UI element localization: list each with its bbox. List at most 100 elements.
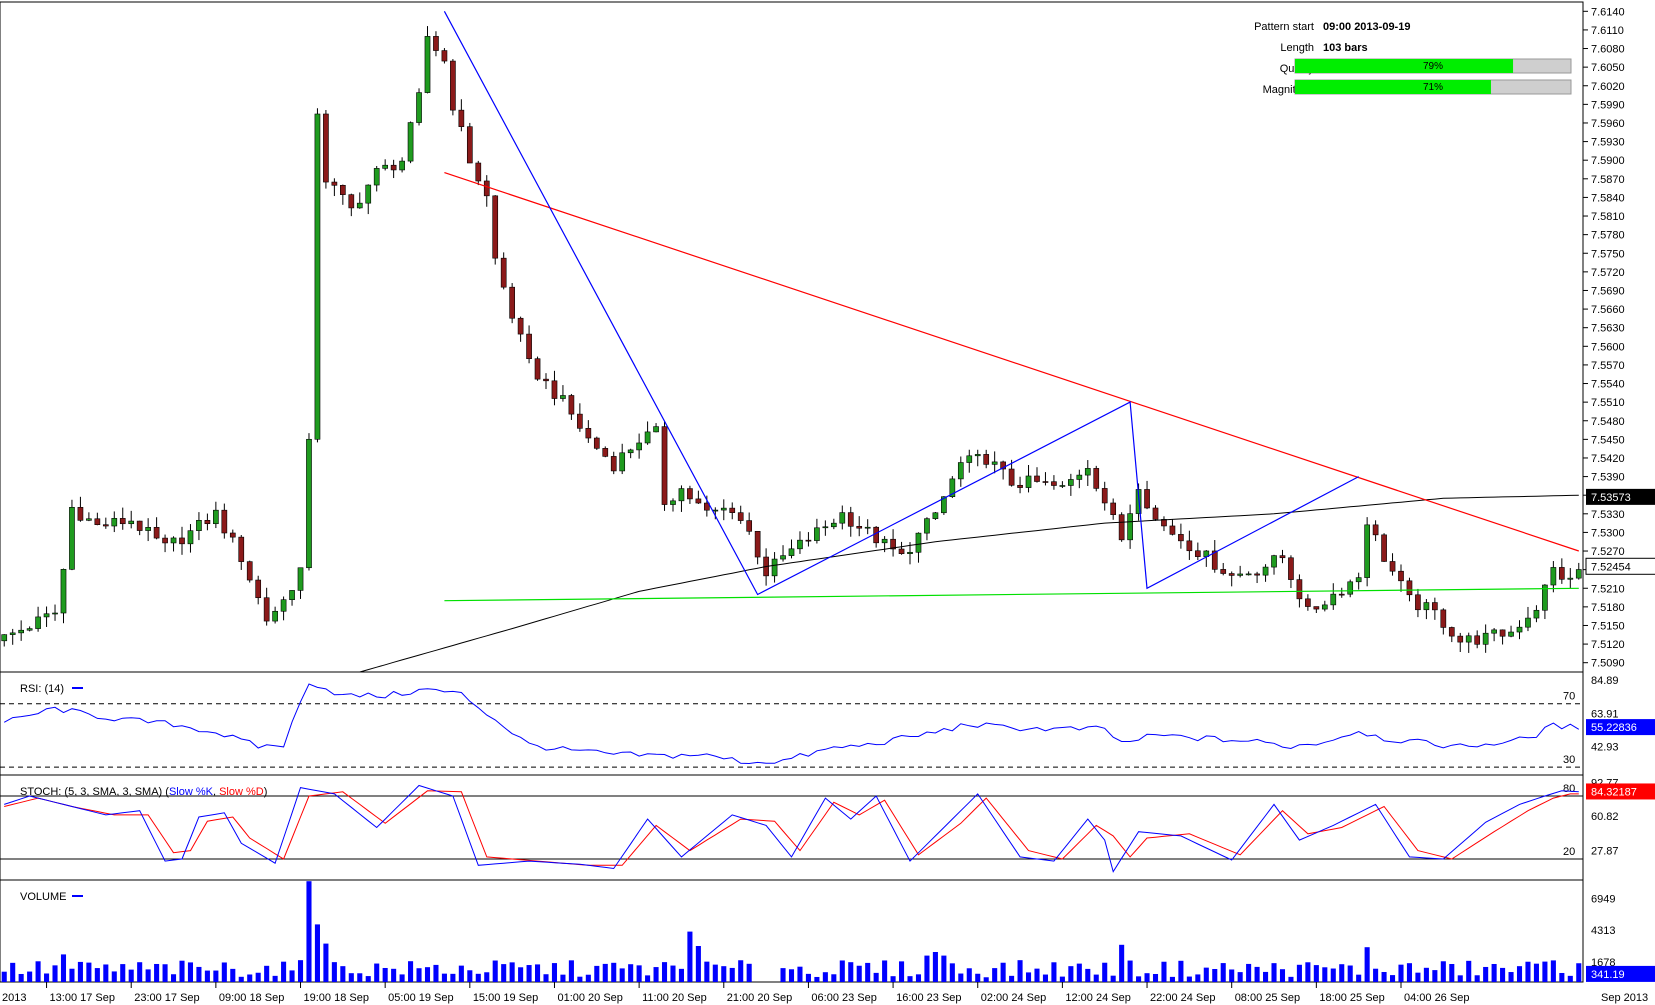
- volume-bar: [1559, 972, 1565, 982]
- volume-bar: [1440, 961, 1446, 982]
- volume-bar: [729, 967, 735, 982]
- price-candle: [788, 548, 795, 556]
- volume-bar: [103, 964, 109, 982]
- price-candle: [69, 507, 75, 570]
- price-candle: [1330, 593, 1337, 606]
- volume-bar: [399, 974, 405, 982]
- price-candle: [246, 561, 253, 581]
- volume-bar: [1305, 962, 1311, 982]
- volume-bar: [636, 965, 642, 982]
- price-candle: [1465, 635, 1472, 643]
- volume-bar: [120, 964, 126, 982]
- price-tick-label: 7.5120: [1591, 639, 1625, 651]
- price-candle: [86, 518, 92, 521]
- volume-bar: [94, 968, 100, 982]
- price-candle: [1059, 485, 1066, 487]
- volume-bar: [907, 976, 913, 982]
- volume-bar: [331, 962, 337, 982]
- volume-bar: [585, 974, 591, 982]
- pattern-path: [443, 11, 1359, 596]
- volume-bar: [966, 968, 972, 982]
- price-tick-label: 7.5600: [1591, 341, 1625, 353]
- price-candle: [1432, 602, 1438, 611]
- volume-bar: [391, 968, 397, 982]
- volume-bar: [1076, 963, 1082, 982]
- price-candle: [272, 610, 278, 622]
- price-candle: [983, 454, 990, 465]
- price-tick-label: 7.5150: [1591, 620, 1625, 632]
- volume-bar: [18, 973, 24, 982]
- volume-bar: [475, 973, 481, 982]
- volume-bar: [374, 963, 380, 982]
- price-candle: [1101, 488, 1108, 504]
- price-candle: [1042, 481, 1049, 483]
- volume-bar: [433, 964, 439, 982]
- volume-bar: [170, 974, 177, 982]
- price-candle: [737, 512, 744, 521]
- volume-tick-label: 4313: [1591, 925, 1615, 937]
- price-tick-label: 7.5780: [1591, 230, 1625, 242]
- price-tick-label: 7.6020: [1591, 81, 1625, 93]
- price-candle: [974, 454, 981, 457]
- price-candle: [966, 455, 973, 463]
- volume-bar: [306, 881, 312, 982]
- volume-bar: [1296, 964, 1302, 982]
- volume-bar: [1415, 972, 1421, 982]
- magnitude-bar-fill: [1295, 80, 1491, 94]
- price-candle: [306, 438, 312, 569]
- x-axis-label: 16:00 23 Sep: [896, 992, 961, 1004]
- stoch-level-label: 80: [1563, 783, 1575, 795]
- price-candle: [1415, 594, 1421, 611]
- volume-bar: [890, 976, 896, 982]
- price-candle: [1254, 573, 1260, 576]
- volume-bar: [560, 974, 566, 982]
- volume-last-tag: 341.19: [1591, 969, 1625, 981]
- price-tick-label: 7.5210: [1591, 583, 1625, 595]
- price-candle: [1076, 474, 1083, 480]
- price-candle: [1440, 609, 1447, 628]
- price-tick-label: 7.6050: [1591, 62, 1625, 74]
- volume-bar: [272, 975, 278, 982]
- volume-bar: [924, 955, 930, 982]
- volume-bar: [1525, 961, 1531, 982]
- volume-bar: [1279, 969, 1286, 982]
- price-candle: [1178, 534, 1184, 542]
- price-candle: [1288, 557, 1294, 580]
- volume-bar: [1491, 963, 1497, 982]
- price-tick-label: 7.5750: [1591, 248, 1625, 260]
- volume-bar: [1288, 976, 1294, 982]
- volume-bar: [340, 966, 346, 982]
- volume-bar: [450, 973, 456, 982]
- price-candle: [1186, 540, 1193, 552]
- volume-bar: [788, 969, 795, 982]
- price-candle: [593, 437, 600, 449]
- price-candle: [661, 426, 668, 505]
- volume-bar: [501, 964, 507, 982]
- volume-bar: [77, 961, 83, 982]
- price-candle: [153, 527, 160, 539]
- volume-bar: [1322, 967, 1328, 982]
- price-candle: [1338, 593, 1345, 596]
- price-candle: [297, 567, 304, 591]
- volume-bar: [1009, 975, 1015, 982]
- volume-bar: [949, 963, 955, 982]
- volume-bar: [281, 961, 287, 982]
- stoch-tick-label: 27.87: [1591, 846, 1619, 858]
- price-candle: [213, 509, 219, 525]
- price-candle: [94, 518, 101, 525]
- volume-bar: [661, 962, 668, 982]
- price-candle: [289, 590, 295, 600]
- rsi-last-tag: 55.22836: [1591, 722, 1637, 734]
- volume-bar: [1254, 966, 1260, 982]
- price-candle: [1127, 513, 1133, 541]
- price-candle: [517, 317, 524, 335]
- volume-bar: [1576, 963, 1582, 982]
- volume-bar: [264, 965, 270, 982]
- volume-bar: [797, 966, 803, 982]
- price-candle: [924, 518, 930, 534]
- volume-bar: [526, 965, 532, 982]
- volume-last-tag-bg: [1586, 965, 1655, 982]
- price-candle: [898, 548, 905, 554]
- price-candle: [619, 452, 626, 472]
